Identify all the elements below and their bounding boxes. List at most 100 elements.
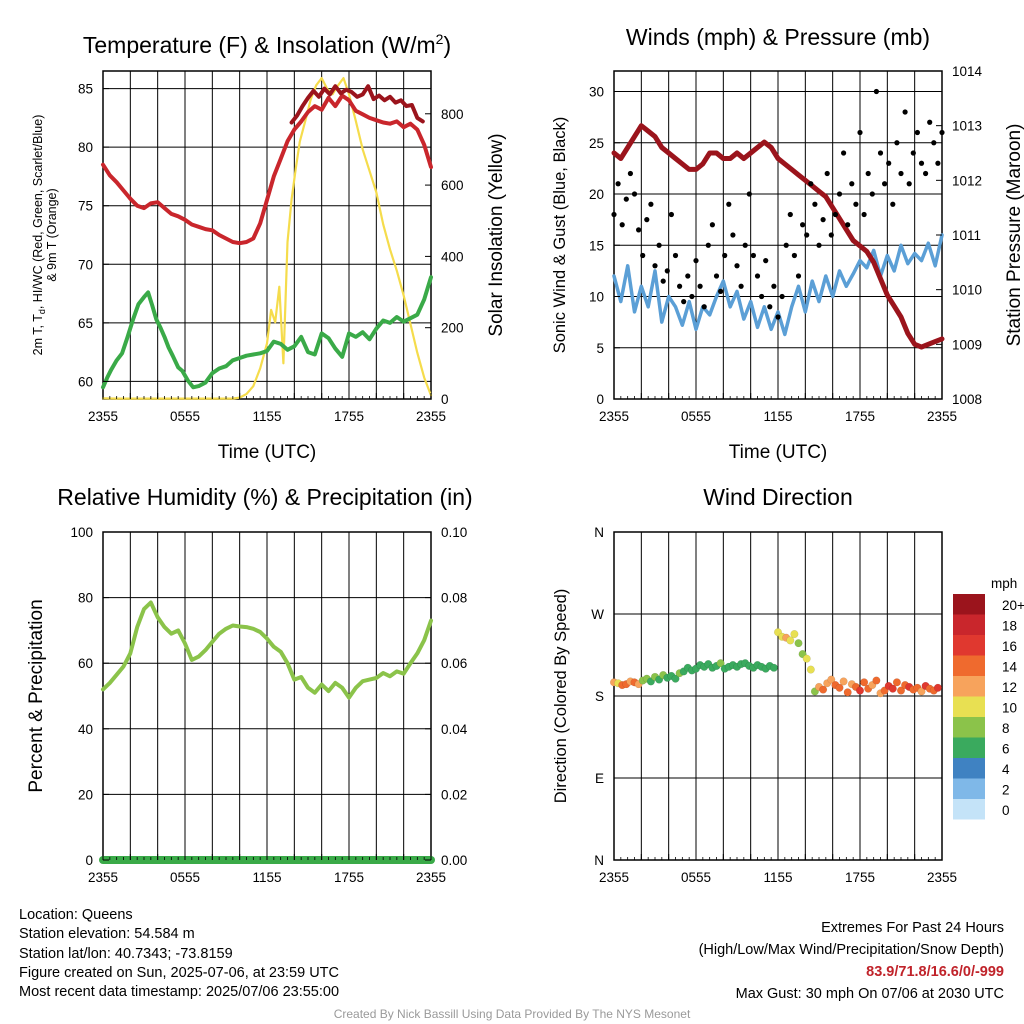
legend-title: mph — [991, 576, 1017, 591]
wind-chart-title: Winds (mph) & Pressure (mb) — [626, 24, 930, 50]
extremes-info: Extremes For Past 24 Hours (High/Low/Max… — [699, 917, 1004, 1005]
left-y-tick-label: 70 — [78, 257, 93, 272]
gust-point — [787, 211, 793, 218]
gust-point — [738, 283, 744, 289]
x-tick-label: 1755 — [334, 870, 364, 885]
gust-point — [742, 242, 748, 248]
gust-point — [812, 201, 818, 207]
direction-point — [790, 629, 799, 639]
legend-swatch — [953, 655, 985, 676]
right-y-tick-label: 1011 — [952, 228, 981, 243]
temperature-axes: 2355 0555 1155 1755 2355 60 65 70 75 80 85 0 200 400 6… — [78, 82, 464, 424]
left-y-tick-label: 25 — [589, 136, 604, 151]
direction-point — [843, 688, 852, 697]
left-y-tick-label: 75 — [78, 199, 93, 214]
gust-point — [640, 252, 646, 259]
right-y-tick-label: 400 — [441, 249, 464, 264]
legend-swatch — [953, 758, 985, 779]
right-y-tick-label: 200 — [441, 321, 464, 336]
humidity-line — [101, 600, 433, 700]
extremes-title: Extremes For Past 24 Hours — [821, 920, 1004, 936]
gust-point — [656, 242, 662, 248]
left-y-tick-label: 80 — [78, 140, 93, 155]
left-y-tick-label: 20 — [78, 787, 93, 802]
left-y-tick-label: 20 — [589, 187, 604, 202]
gust-point — [828, 232, 834, 238]
gust-point — [869, 191, 875, 197]
legend-label: 4 — [1002, 762, 1010, 777]
x-tick-label: 1155 — [252, 409, 281, 424]
max-gust-text: Max Gust: 30 mph On 07/06 at 2030 UTC — [735, 986, 1004, 1002]
insolation-line — [101, 76, 433, 400]
humidity-grid — [103, 532, 431, 860]
direction-point — [802, 654, 811, 663]
gust-point — [631, 191, 638, 197]
direction-point — [806, 665, 815, 674]
left-y-tick-label: 85 — [78, 82, 93, 97]
direction-point — [786, 636, 795, 645]
x-tick-label: 2355 — [599, 409, 629, 424]
gust-point — [611, 211, 617, 218]
gust-point — [836, 191, 843, 197]
gust-point — [746, 191, 752, 197]
gust-point — [849, 181, 855, 187]
legend-swatch — [953, 696, 985, 717]
wind-direction-points — [609, 628, 942, 698]
gust-point — [644, 217, 650, 223]
gust-point — [668, 211, 675, 218]
wind-grid — [614, 71, 942, 399]
gust-point — [754, 273, 761, 279]
gust-point — [795, 273, 802, 279]
direction-point — [872, 676, 881, 685]
gust-point — [816, 242, 822, 248]
right-y-tick-label: 600 — [441, 178, 464, 193]
direction-point — [855, 686, 865, 695]
x-tick-label: 0555 — [681, 409, 711, 424]
wind-direction-y-axis-label: Direction (Colored By Speed) — [552, 589, 570, 804]
elevation-text: Station elevation: 54.584 m — [19, 926, 195, 943]
gust-point — [767, 304, 773, 310]
gust-point — [619, 222, 625, 228]
credit-text: Created By Nick Bassill Using Data Provi… — [333, 1007, 691, 1021]
gust-point — [775, 314, 781, 320]
gust-point — [902, 109, 908, 115]
gust-point — [718, 288, 724, 294]
gust-point — [726, 201, 732, 207]
gust-point — [824, 170, 830, 177]
gust-point — [865, 170, 871, 177]
gust-point — [636, 227, 642, 233]
gust-point — [808, 181, 814, 187]
direction-point — [716, 659, 725, 668]
gust-point — [918, 160, 925, 166]
direction-point — [827, 675, 836, 684]
gust-point — [791, 252, 798, 259]
left-y-tick-label: 80 — [78, 591, 93, 606]
gust-point — [873, 88, 880, 95]
gust-point — [914, 129, 921, 136]
x-tick-label: 2355 — [88, 870, 118, 885]
latest-data-text: Most recent data timestamp: 2025/07/06 2… — [19, 984, 340, 1001]
wind-axes: 2355 0555 1155 1755 2355 0 5 10 15 20 25 30 1008 1009… — [589, 64, 983, 424]
left-y-tick-label: 0 — [85, 853, 93, 868]
right-y-tick-label: 0.08 — [441, 591, 467, 606]
gust-point — [923, 170, 929, 177]
gust-point — [894, 140, 900, 146]
gust-point — [623, 196, 629, 202]
gust-point — [853, 201, 859, 207]
gust-point — [939, 129, 945, 136]
gust-point — [705, 242, 711, 248]
gust-point — [709, 222, 716, 228]
right-y-tick-label: 0 — [441, 392, 449, 407]
gust-point — [877, 150, 884, 156]
legend-label: 14 — [1002, 660, 1018, 675]
direction-point — [896, 686, 906, 695]
left-y-tick-label: N — [594, 853, 604, 868]
dewpoint-line — [101, 275, 433, 390]
gust-point — [701, 304, 707, 310]
left-y-tick-label: 0 — [596, 392, 604, 407]
latlon-text: Station lat/lon: 40.7343; -73.8159 — [19, 945, 233, 962]
gust-point — [779, 293, 785, 300]
left-y-tick-label: 65 — [78, 316, 93, 331]
right-y-tick-label: 1009 — [952, 337, 982, 352]
direction-point — [892, 678, 901, 687]
